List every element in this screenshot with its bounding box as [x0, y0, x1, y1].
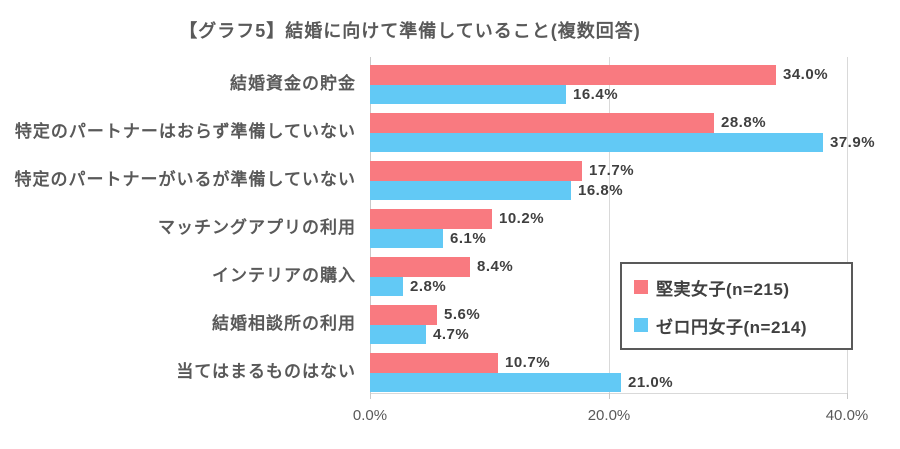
- category-label: マッチングアプリの利用: [158, 218, 356, 237]
- bar-s1-c1: [370, 133, 823, 152]
- bar-value-label: 8.4%: [477, 258, 514, 275]
- bar-s0-c4: [370, 257, 470, 277]
- gridline-20: [609, 57, 610, 393]
- bar-value-label: 28.8%: [721, 114, 767, 131]
- bar-s1-c0: [370, 85, 566, 104]
- category-label: 当てはまるものはない: [176, 362, 356, 381]
- axis-tick-0: [370, 393, 371, 399]
- bar-value-label: 37.9%: [830, 133, 876, 151]
- bar-value-label: 16.4%: [573, 85, 619, 103]
- bar-value-label: 17.7%: [589, 162, 635, 179]
- plot-area: 34.0% 28.8% 17.7% 10.2% 8.4% 5.6% 10.7% 16.4% 37…: [370, 57, 875, 399]
- bar-value-label: 4.7%: [433, 325, 470, 343]
- x-tick-label-40: 40.0%: [825, 407, 869, 424]
- bar-s0-c2: [370, 161, 582, 181]
- category-label: 結婚相談所の利用: [212, 314, 356, 333]
- bar-value-label: 10.7%: [505, 354, 551, 371]
- bar-s1-c4: [370, 277, 403, 296]
- bar-value-label: 2.8%: [410, 277, 447, 295]
- x-tick-label-20: 20.0%: [587, 407, 631, 424]
- category-label: 特定のパートナーはおらず準備していない: [14, 122, 356, 141]
- bar-value-label: 10.2%: [499, 210, 545, 227]
- bar-value-label: 16.8%: [578, 181, 624, 199]
- bar-value-label: 34.0%: [783, 66, 829, 83]
- x-tick-label-0: 0.0%: [352, 407, 388, 424]
- legend-label-zeroen: ゼロ円女子(n=214): [656, 317, 807, 337]
- legend-label-kenjitsu: 堅実女子(n=215): [656, 279, 790, 299]
- category-label: 特定のパートナーがいるが準備していない: [14, 170, 356, 189]
- legend-marker-blue-icon: [634, 318, 648, 332]
- category-label: 結婚資金の貯金: [230, 74, 356, 93]
- legend: 堅実女子(n=215) ゼロ円女子(n=214): [620, 262, 853, 350]
- bar-s1-c5: [370, 325, 426, 344]
- legend-item-zeroen: ゼロ円女子(n=214): [634, 310, 807, 340]
- axis-tick-40: [847, 393, 848, 399]
- axis-tick-20: [609, 393, 610, 399]
- legend-item-kenjitsu: 堅実女子(n=215): [634, 272, 790, 302]
- chart-title: 【グラフ5】結婚に向けて準備していること(複数回答): [179, 21, 641, 41]
- bar-s0-c1: [370, 113, 714, 133]
- legend-marker-pink-icon: [634, 280, 648, 294]
- bar-s1-c6: [370, 373, 621, 392]
- bar-s0-c0: [370, 65, 776, 85]
- bar-value-label: 6.1%: [450, 229, 487, 247]
- bar-s1-c2: [370, 181, 571, 200]
- bar-s0-c3: [370, 209, 492, 229]
- bar-s0-c6: [370, 353, 498, 373]
- bar-s1-c3: [370, 229, 443, 248]
- category-label: インテリアの購入: [212, 266, 356, 285]
- bar-value-label: 21.0%: [628, 373, 674, 391]
- bar-value-label: 5.6%: [444, 306, 481, 323]
- bar-s0-c5: [370, 305, 437, 325]
- gridline-40: [847, 57, 848, 393]
